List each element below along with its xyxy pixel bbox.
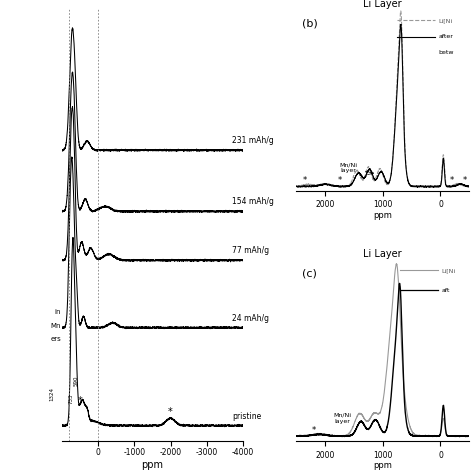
Text: after: after: [438, 34, 453, 39]
Text: 154 mAh/g: 154 mAh/g: [232, 198, 274, 207]
Text: *: *: [311, 426, 316, 435]
X-axis label: ppm: ppm: [141, 460, 164, 470]
Text: 590: 590: [74, 375, 79, 386]
Text: *: *: [463, 176, 467, 185]
Text: Mn: Mn: [50, 323, 61, 329]
Text: *: *: [77, 396, 82, 406]
X-axis label: ppm: ppm: [374, 461, 392, 470]
Text: 733: 733: [69, 393, 74, 404]
X-axis label: ppm: ppm: [374, 211, 392, 220]
Text: *: *: [337, 176, 342, 185]
Text: *: *: [450, 176, 454, 185]
Text: pristine: pristine: [232, 411, 262, 420]
Text: Mn/Ni
layer: Mn/Ni layer: [333, 413, 351, 424]
Text: betw: betw: [438, 50, 454, 55]
Title: Li Layer: Li Layer: [364, 249, 402, 259]
Text: *: *: [303, 176, 307, 185]
Text: Li[Ni: Li[Ni: [438, 18, 452, 23]
Text: (b): (b): [301, 18, 317, 28]
Text: Mn/Ni
layer: Mn/Ni layer: [339, 163, 357, 173]
Text: 24 mAh/g: 24 mAh/g: [232, 314, 269, 323]
Text: ers: ers: [50, 336, 61, 342]
Text: 1324: 1324: [49, 387, 54, 401]
Text: *: *: [168, 407, 173, 417]
Text: in: in: [55, 310, 61, 315]
Text: aft: aft: [442, 288, 450, 293]
Text: (c): (c): [301, 269, 317, 279]
Title: Li Layer: Li Layer: [364, 0, 402, 9]
Text: 231 mAh/g: 231 mAh/g: [232, 137, 274, 146]
Text: Li[Ni: Li[Ni: [442, 268, 456, 273]
Text: 77 mAh/g: 77 mAh/g: [232, 246, 269, 255]
